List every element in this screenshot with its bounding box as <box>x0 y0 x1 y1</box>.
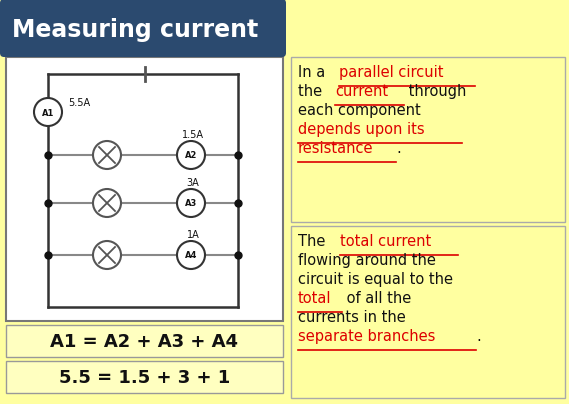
Text: A1 = A2 + A3 + A4: A1 = A2 + A3 + A4 <box>51 333 238 351</box>
Text: Measuring current: Measuring current <box>12 18 258 42</box>
Text: 5.5A: 5.5A <box>68 98 90 108</box>
Text: of all the: of all the <box>341 291 411 306</box>
Text: A1: A1 <box>42 109 54 118</box>
Text: 5.5 = 1.5 + 3 + 1: 5.5 = 1.5 + 3 + 1 <box>59 369 230 387</box>
Bar <box>291 57 565 222</box>
Text: flowing around the: flowing around the <box>298 253 436 268</box>
Text: 1A: 1A <box>187 230 199 240</box>
Text: the: the <box>298 84 327 99</box>
Bar <box>6 325 283 357</box>
Circle shape <box>177 241 205 269</box>
Text: circuit is equal to the: circuit is equal to the <box>298 272 453 287</box>
Text: In a: In a <box>298 65 330 80</box>
Text: resistance: resistance <box>298 141 373 156</box>
Text: current: current <box>335 84 389 99</box>
Text: .: . <box>476 329 481 344</box>
Text: A2: A2 <box>185 152 197 160</box>
Text: depends upon its: depends upon its <box>298 122 424 137</box>
Text: .: . <box>396 141 401 156</box>
FancyBboxPatch shape <box>0 0 286 57</box>
Circle shape <box>34 98 62 126</box>
Text: through: through <box>405 84 467 99</box>
Text: total: total <box>298 291 332 306</box>
Circle shape <box>177 189 205 217</box>
Text: total current: total current <box>340 234 431 249</box>
Text: 3A: 3A <box>187 178 199 188</box>
Bar <box>6 57 283 321</box>
Circle shape <box>93 189 121 217</box>
Bar <box>291 226 565 398</box>
Text: each component: each component <box>298 103 420 118</box>
Circle shape <box>177 141 205 169</box>
Text: A4: A4 <box>185 252 197 261</box>
Text: currents in the: currents in the <box>298 310 406 325</box>
Text: parallel circuit: parallel circuit <box>339 65 444 80</box>
Text: A3: A3 <box>185 200 197 208</box>
Circle shape <box>93 241 121 269</box>
Text: 1.5A: 1.5A <box>182 130 204 140</box>
Bar <box>6 361 283 393</box>
Text: separate branches: separate branches <box>298 329 435 344</box>
Circle shape <box>93 141 121 169</box>
Text: The: The <box>298 234 330 249</box>
